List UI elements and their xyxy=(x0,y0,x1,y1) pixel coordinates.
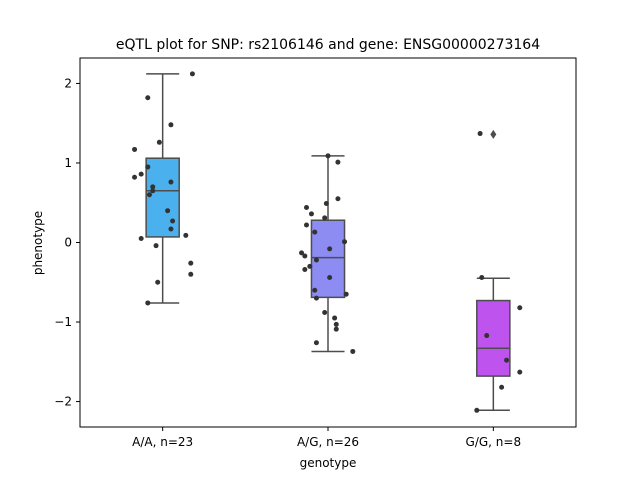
y-axis-label: phenotype xyxy=(31,211,45,275)
data-point xyxy=(168,179,174,185)
data-point xyxy=(165,208,171,214)
data-point xyxy=(327,274,333,280)
data-point xyxy=(299,250,305,256)
x-axis-label: genotype xyxy=(300,456,357,470)
data-point xyxy=(332,315,338,321)
box-1 xyxy=(145,157,180,238)
data-point xyxy=(333,321,339,327)
plot-area xyxy=(132,71,523,413)
data-point xyxy=(308,211,314,217)
x-tick-label: A/G, n=26 xyxy=(297,435,359,449)
y-tick-label: −2 xyxy=(54,395,72,409)
data-point xyxy=(350,348,356,354)
data-point xyxy=(313,257,319,263)
data-point xyxy=(312,287,318,293)
data-point xyxy=(170,218,176,224)
y-tick-label: 0 xyxy=(64,236,72,250)
data-point xyxy=(327,246,333,252)
data-point xyxy=(484,333,490,339)
chart-title: eQTL plot for SNP: rs2106146 and gene: E… xyxy=(116,37,540,53)
data-point xyxy=(479,274,485,280)
data-point xyxy=(189,71,195,77)
data-point xyxy=(342,239,348,245)
box-3 xyxy=(476,299,511,377)
data-point xyxy=(517,305,523,311)
data-point xyxy=(150,184,156,190)
data-point xyxy=(183,232,189,238)
data-point xyxy=(132,146,138,152)
data-point xyxy=(304,205,310,211)
data-point xyxy=(146,192,152,198)
data-point xyxy=(325,153,331,159)
x-tick-label: A/A, n=23 xyxy=(132,435,193,449)
data-point xyxy=(323,201,329,207)
data-point xyxy=(312,229,318,235)
data-point xyxy=(145,164,151,170)
data-point xyxy=(302,267,308,273)
data-point xyxy=(322,309,328,315)
data-point xyxy=(188,260,194,266)
data-point xyxy=(138,171,144,177)
outlier-marker xyxy=(490,129,497,139)
data-point xyxy=(335,159,341,165)
data-point xyxy=(517,369,523,375)
x-tick-label: G/G, n=8 xyxy=(466,435,522,449)
x-axis: A/A, n=23 A/G, n=26 G/G, n=8 xyxy=(132,427,521,449)
data-point xyxy=(477,131,483,137)
data-point xyxy=(499,384,505,390)
data-point xyxy=(322,215,328,221)
data-point xyxy=(335,196,341,202)
data-point xyxy=(333,326,339,332)
data-point xyxy=(343,291,349,297)
data-point xyxy=(188,271,194,277)
y-tick-label: 1 xyxy=(64,156,72,170)
data-point xyxy=(304,222,310,228)
data-point xyxy=(168,122,174,128)
data-point xyxy=(156,139,162,145)
y-axis: −2 −1 0 1 2 xyxy=(54,76,80,409)
data-point xyxy=(313,295,319,301)
data-point xyxy=(145,95,151,101)
y-tick-label: 2 xyxy=(64,76,72,90)
data-point xyxy=(474,407,480,413)
data-point xyxy=(504,357,510,363)
data-point xyxy=(155,279,161,285)
data-point xyxy=(168,226,174,232)
data-point xyxy=(153,243,159,249)
y-tick-label: −1 xyxy=(54,315,72,329)
data-point xyxy=(145,300,151,306)
data-point xyxy=(132,174,138,180)
data-point xyxy=(302,253,308,259)
data-point xyxy=(313,340,319,346)
data-point xyxy=(307,263,313,269)
data-point xyxy=(138,236,144,242)
data-point xyxy=(150,188,156,194)
